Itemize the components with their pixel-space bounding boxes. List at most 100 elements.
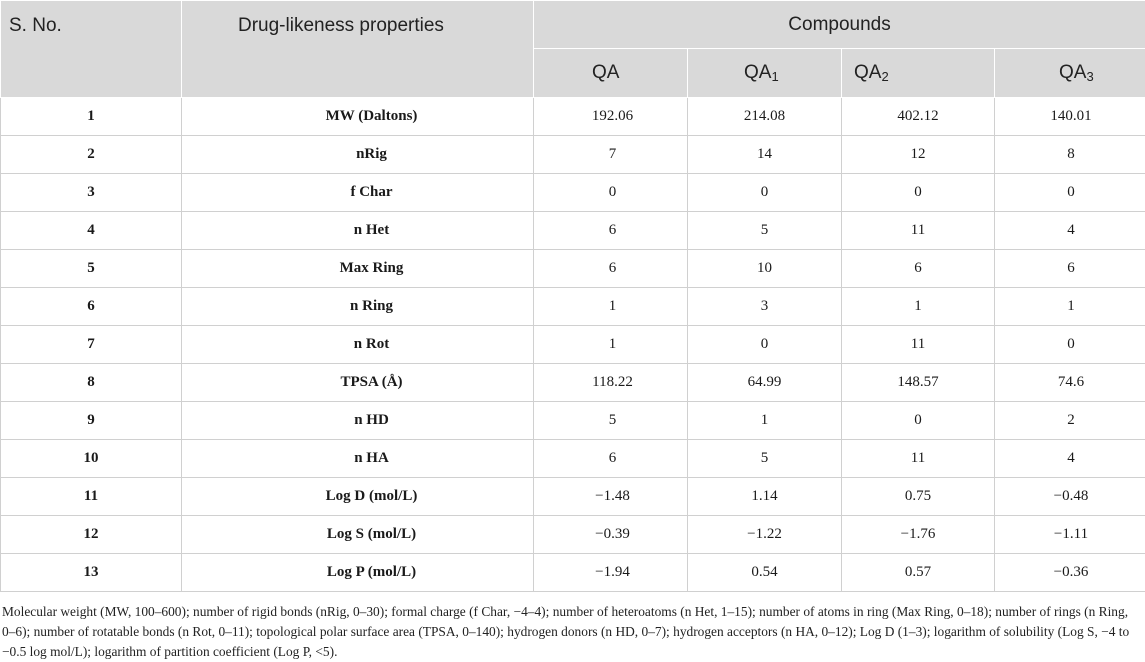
cell-value-qa3: 140.01 (993, 97, 1145, 136)
cell-value-qa3: 0 (993, 173, 1145, 212)
cell-sno: 11 (0, 477, 182, 516)
cell-value-qa1: 0 (687, 325, 842, 364)
cell-value-qa3: 4 (993, 211, 1145, 250)
header-property: Drug-likeness properties (181, 0, 534, 98)
drug-likeness-table: S. No. Drug-likeness properties Compound… (0, 0, 1145, 592)
cell-value-qa: 6 (533, 439, 688, 478)
cell-sno: 4 (0, 211, 182, 250)
cell-value-qa3: 2 (993, 401, 1145, 440)
cell-value-qa2: 0 (841, 401, 995, 440)
cell-value-qa1: 0.54 (687, 553, 842, 592)
cell-value-qa1: 64.99 (687, 363, 842, 402)
cell-value-qa1: 5 (687, 211, 842, 250)
cell-sno: 6 (0, 287, 182, 326)
cell-value-qa1: 0 (687, 173, 842, 212)
cell-value-qa3: 74.6 (993, 363, 1145, 402)
header-compound-qa: QA (533, 48, 688, 98)
cell-sno: 7 (0, 325, 182, 364)
table-row: 11 Log D (mol/L) −1.48 1.14 0.75 −0.48 (0, 477, 1145, 516)
cell-property: Max Ring (181, 249, 534, 288)
cell-value-qa3: −0.36 (993, 553, 1145, 592)
cell-value-qa: −1.94 (533, 553, 688, 592)
cell-value-qa1: 3 (687, 287, 842, 326)
cell-value-qa2: 6 (841, 249, 995, 288)
cell-value-qa: 1 (533, 325, 688, 364)
cell-property: Log D (mol/L) (181, 477, 534, 516)
cell-value-qa3: 4 (993, 439, 1145, 478)
cell-value-qa3: −0.48 (993, 477, 1145, 516)
cell-value-qa3: −1.11 (993, 515, 1145, 554)
cell-value-qa1: 214.08 (687, 97, 842, 136)
table-body: 1 MW (Daltons) 192.06 214.08 402.12 140.01 2 nR… (0, 97, 1145, 592)
cell-property: n Ring (181, 287, 534, 326)
cell-value-qa3: 6 (993, 249, 1145, 288)
header-compound-qa1: QA1 (687, 48, 842, 98)
table-row: 1 MW (Daltons) 192.06 214.08 402.12 140.01 (0, 97, 1145, 136)
cell-value-qa: 192.06 (533, 97, 688, 136)
cell-property: n Rot (181, 325, 534, 364)
cell-value-qa2: 12 (841, 135, 995, 174)
cell-value-qa2: −1.76 (841, 515, 995, 554)
header-compounds: Compounds (532, 0, 1145, 49)
cell-value-qa2: 402.12 (841, 97, 995, 136)
cell-value-qa2: 1 (841, 287, 995, 326)
cell-value-qa1: 14 (687, 135, 842, 174)
cell-value-qa: 6 (533, 211, 688, 250)
cell-property: n HA (181, 439, 534, 478)
cell-property: nRig (181, 135, 534, 174)
header-compound-qa3: QA3 (993, 48, 1145, 98)
cell-value-qa2: 0.75 (841, 477, 995, 516)
table-row: 13 Log P (mol/L) −1.94 0.54 0.57 −0.36 (0, 553, 1145, 592)
cell-value-qa: −0.39 (533, 515, 688, 554)
table-row: 5 Max Ring 6 10 6 6 (0, 249, 1145, 288)
cell-sno: 10 (0, 439, 182, 478)
cell-value-qa: 118.22 (533, 363, 688, 402)
cell-value-qa1: 5 (687, 439, 842, 478)
table-row: 2 nRig 7 14 12 8 (0, 135, 1145, 174)
cell-value-qa2: 11 (841, 439, 995, 478)
table-footnote: Molecular weight (MW, 100–600); number o… (2, 604, 1130, 659)
cell-value-qa1: 10 (687, 249, 842, 288)
table-header: S. No. Drug-likeness properties Compound… (0, 0, 1145, 98)
cell-property: f Char (181, 173, 534, 212)
table-row: 8 TPSA (Å) 118.22 64.99 148.57 74.6 (0, 363, 1145, 402)
cell-sno: 13 (0, 553, 182, 592)
cell-sno: 5 (0, 249, 182, 288)
cell-value-qa: 5 (533, 401, 688, 440)
header-sno: S. No. (0, 0, 182, 98)
cell-property: MW (Daltons) (181, 97, 534, 136)
cell-value-qa2: 0.57 (841, 553, 995, 592)
header-compound-qa2: QA2 (841, 48, 995, 98)
cell-value-qa3: 0 (993, 325, 1145, 364)
cell-value-qa1: 1 (687, 401, 842, 440)
cell-value-qa: 6 (533, 249, 688, 288)
cell-property: n Het (181, 211, 534, 250)
cell-value-qa1: −1.22 (687, 515, 842, 554)
cell-property: Log P (mol/L) (181, 553, 534, 592)
cell-sno: 9 (0, 401, 182, 440)
cell-sno: 8 (0, 363, 182, 402)
cell-value-qa: 0 (533, 173, 688, 212)
cell-sno: 1 (0, 97, 182, 136)
cell-value-qa2: 148.57 (841, 363, 995, 402)
cell-value-qa3: 1 (993, 287, 1145, 326)
cell-value-qa2: 11 (841, 325, 995, 364)
cell-value-qa: 1 (533, 287, 688, 326)
cell-sno: 12 (0, 515, 182, 554)
cell-value-qa2: 0 (841, 173, 995, 212)
cell-value-qa3: 8 (993, 135, 1145, 174)
cell-value-qa: −1.48 (533, 477, 688, 516)
table-row: 10 n HA 6 5 11 4 (0, 439, 1145, 478)
table-row: 12 Log S (mol/L) −0.39 −1.22 −1.76 −1.11 (0, 515, 1145, 554)
cell-sno: 3 (0, 173, 182, 212)
cell-value-qa: 7 (533, 135, 688, 174)
cell-sno: 2 (0, 135, 182, 174)
cell-property: Log S (mol/L) (181, 515, 534, 554)
cell-value-qa1: 1.14 (687, 477, 842, 516)
cell-property: n HD (181, 401, 534, 440)
